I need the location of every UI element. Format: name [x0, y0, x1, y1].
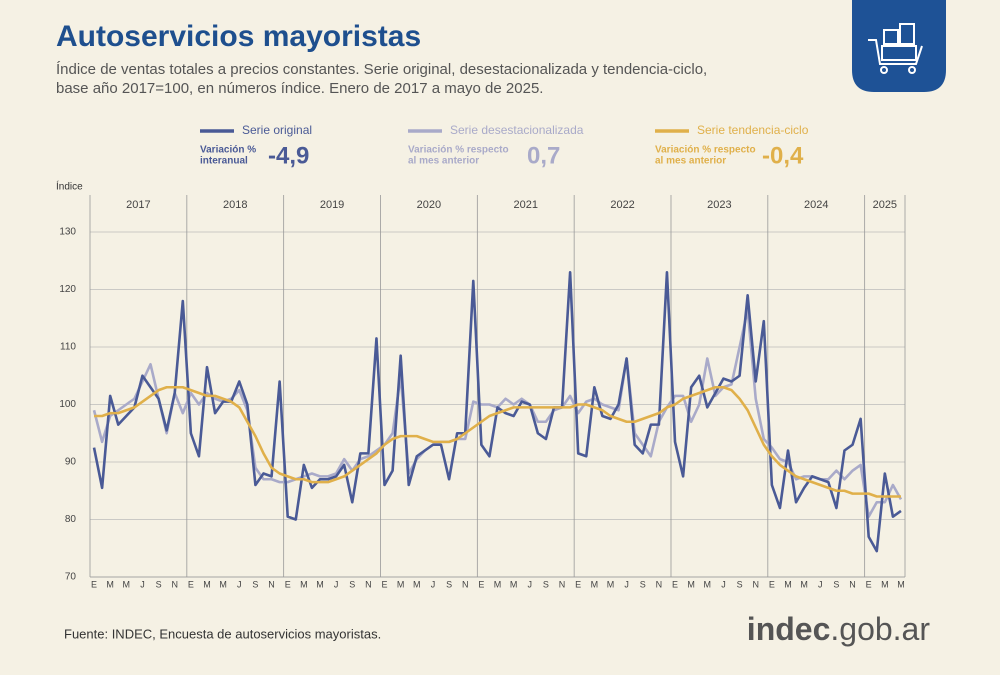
x-tick-label: E: [769, 579, 775, 589]
x-tick-label: J: [721, 579, 726, 589]
x-tick-label: M: [800, 579, 808, 589]
y-tick-label: 90: [65, 457, 77, 468]
x-tick-label: N: [752, 579, 759, 589]
x-tick-label: S: [252, 579, 258, 589]
x-tick-label: E: [575, 579, 581, 589]
x-tick-label: M: [881, 579, 889, 589]
year-label: 2025: [873, 199, 897, 211]
year-label: 2019: [320, 199, 344, 211]
x-tick-label: M: [510, 579, 518, 589]
stat-value: -0,4: [762, 142, 804, 169]
y-tick-label: 100: [59, 399, 76, 410]
x-tick-label: M: [687, 579, 695, 589]
logo-main: indec: [747, 611, 831, 647]
chart-title: Autoservicios mayoristas: [56, 20, 421, 53]
x-tick-label: M: [704, 579, 712, 589]
x-tick-label: M: [106, 579, 114, 589]
stat-label: Variación % respecto: [408, 145, 509, 156]
stat-label: al mes anterior: [655, 156, 726, 167]
x-tick-label: M: [494, 579, 502, 589]
x-tick-label: E: [382, 579, 388, 589]
source: Fuente: INDEC, Encuesta de autoservicios…: [64, 626, 381, 641]
stat-label: Variación % respecto: [655, 145, 756, 156]
x-tick-label: J: [818, 579, 823, 589]
x-tick-label: S: [349, 579, 355, 589]
y-tick-label: 110: [60, 342, 76, 353]
x-tick-label: E: [672, 579, 678, 589]
year-label: 2020: [417, 199, 441, 211]
stat-value: 0,7: [527, 142, 560, 169]
stat-label: al mes anterior: [408, 156, 479, 167]
x-tick-label: N: [462, 579, 469, 589]
subtitle: base año 2017=100, en números índice. En…: [56, 80, 543, 97]
logo-text: indec.gob.ar: [747, 611, 931, 647]
x-tick-label: E: [866, 579, 872, 589]
stat-label: Variación %: [200, 145, 256, 156]
series-line: [94, 385, 901, 498]
x-tick-label: E: [91, 579, 97, 589]
x-tick-label: J: [334, 579, 339, 589]
x-tick-label: J: [624, 579, 629, 589]
y-tick-label: 80: [65, 514, 77, 525]
stat-label: interanual: [200, 156, 248, 167]
y-tick-label: 120: [59, 284, 76, 295]
x-tick-label: M: [897, 579, 905, 589]
y-tick-label: 70: [65, 572, 77, 583]
x-tick-label: M: [316, 579, 324, 589]
x-tick-label: N: [171, 579, 178, 589]
stat-value: -4,9: [268, 142, 309, 169]
x-tick-label: J: [237, 579, 242, 589]
x-tick-label: M: [607, 579, 615, 589]
x-tick-label: M: [591, 579, 599, 589]
x-tick-label: M: [397, 579, 405, 589]
x-tick-label: N: [849, 579, 856, 589]
year-label: 2022: [610, 199, 634, 211]
x-tick-label: S: [833, 579, 839, 589]
x-tick-label: M: [413, 579, 421, 589]
x-tick-label: J: [528, 579, 533, 589]
x-tick-label: J: [431, 579, 436, 589]
legend-label: Serie desestacionalizada: [450, 123, 584, 137]
x-tick-label: S: [156, 579, 162, 589]
logo-badge: [852, 0, 946, 92]
x-tick-label: N: [268, 579, 275, 589]
legend-label: Serie original: [242, 123, 312, 137]
year-label: 2023: [707, 199, 731, 211]
y-axis-label: Índice: [56, 180, 83, 193]
logo-domain: .gob.ar: [830, 611, 930, 647]
year-label: 2024: [804, 199, 828, 211]
x-tick-label: E: [188, 579, 194, 589]
year-label: 2021: [514, 199, 538, 211]
x-tick-label: J: [140, 579, 145, 589]
legend-label: Serie tendencia-ciclo: [697, 123, 809, 137]
y-tick-label: 130: [59, 227, 76, 238]
x-tick-label: M: [219, 579, 227, 589]
subtitle: Índice de ventas totales a precios const…: [56, 61, 707, 78]
x-tick-label: M: [203, 579, 211, 589]
x-tick-label: E: [285, 579, 291, 589]
x-tick-label: S: [446, 579, 452, 589]
x-tick-label: N: [365, 579, 372, 589]
year-label: 2017: [126, 199, 150, 211]
x-tick-label: M: [123, 579, 131, 589]
x-tick-label: S: [737, 579, 743, 589]
x-tick-label: M: [300, 579, 308, 589]
x-tick-label: M: [784, 579, 792, 589]
x-tick-label: N: [559, 579, 566, 589]
x-tick-label: E: [478, 579, 484, 589]
year-label: 2018: [223, 199, 247, 211]
x-tick-label: N: [656, 579, 663, 589]
x-tick-label: S: [543, 579, 549, 589]
x-tick-label: S: [640, 579, 646, 589]
